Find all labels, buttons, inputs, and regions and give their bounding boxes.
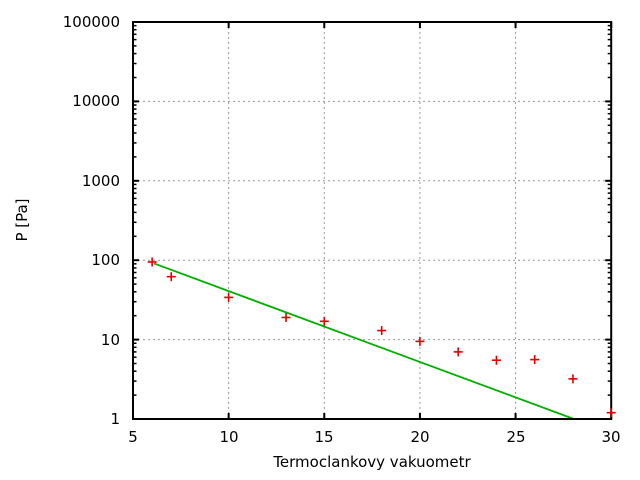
data-points	[147, 257, 616, 418]
grid-lines	[133, 22, 612, 419]
y-tick-label: 1	[110, 410, 120, 428]
x-tick-label: 20	[410, 428, 430, 446]
x-tick-label: 15	[314, 428, 334, 446]
y-tick-label: 100	[91, 251, 120, 269]
x-axis-title: Termoclankovy vakuometr	[273, 453, 471, 471]
axis-frame	[132, 21, 613, 420]
y-tick-label: 10000	[72, 92, 120, 110]
x-tick-label: 30	[601, 428, 621, 446]
y-tick-label: 10	[100, 331, 120, 349]
y-tick-label: 100000	[62, 13, 120, 31]
x-tick-label: 25	[506, 428, 526, 446]
fit-line	[153, 262, 575, 420]
x-tick-label: 5	[128, 428, 138, 446]
x-tick-label: 10	[219, 428, 239, 446]
tick-marks	[132, 21, 613, 420]
y-tick-label: 1000	[81, 172, 120, 190]
y-axis-title: P [Pa]	[13, 198, 31, 242]
